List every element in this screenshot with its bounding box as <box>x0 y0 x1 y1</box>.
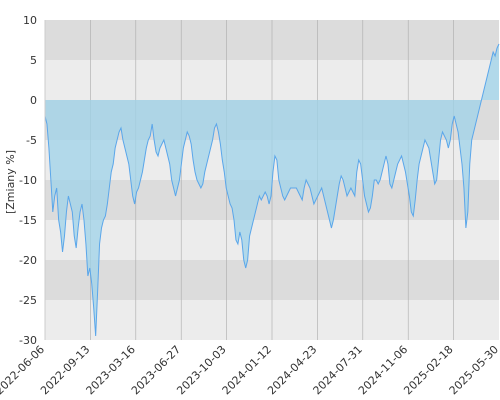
series-area <box>45 44 499 336</box>
y-tick-label: -5 <box>26 134 37 147</box>
y-tick-label: -30 <box>19 334 37 347</box>
x-tick-label: 2025-05-30 <box>447 343 500 397</box>
y-tick-label: 10 <box>23 14 37 27</box>
y-axis-tick-labels: 10 5 0 -5 -10 -15 -20 -25 -30 <box>19 14 37 347</box>
y-tick-label: -10 <box>19 174 37 187</box>
y-tick-label: -25 <box>19 294 37 307</box>
line-layer <box>44 43 500 337</box>
area-layer <box>45 44 499 336</box>
y-tick-label: 0 <box>30 94 37 107</box>
y-tick-label: -15 <box>19 214 37 227</box>
y-tick-label: 5 <box>30 54 37 67</box>
x-axis-tick-labels: 2022-06-062022-09-132023-03-162023-06-27… <box>0 343 500 397</box>
y-tick-label: -20 <box>19 254 37 267</box>
y-axis-label: [Zmiany %] <box>4 150 17 214</box>
series-line <box>44 43 500 337</box>
